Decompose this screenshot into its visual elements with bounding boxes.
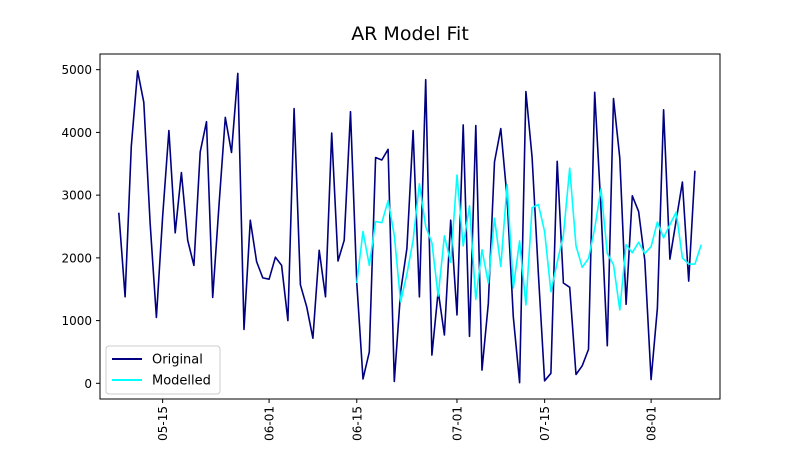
x-tick-label: 07-15 <box>538 406 552 441</box>
legend: Original Modelled <box>105 345 221 395</box>
x-tick-label: 08-01 <box>645 406 659 441</box>
x-tick-label: 06-01 <box>263 406 277 441</box>
series-layer <box>118 70 702 384</box>
series-line-modelled <box>356 167 702 311</box>
x-tick-label: 07-01 <box>450 406 464 441</box>
y-tick-label: 3000 <box>61 189 92 203</box>
x-tick-label: 05-15 <box>156 406 170 441</box>
y-tick-label: 5000 <box>61 63 92 77</box>
chart-title: AR Model Fit <box>351 23 469 45</box>
x-tick-label: 06-15 <box>350 406 364 441</box>
y-tick-label: 2000 <box>61 251 92 265</box>
series-line-original <box>118 70 696 384</box>
plot-area-frame <box>99 53 721 400</box>
y-tick-label: 1000 <box>61 314 92 328</box>
y-tick-label: 0 <box>84 377 92 391</box>
legend-label-modelled: Modelled <box>152 374 211 389</box>
y-axis: 0 1000 2000 3000 4000 5000 <box>61 63 100 391</box>
x-axis: 05-15 06-01 06-15 07-01 07-15 08-01 <box>156 399 659 441</box>
y-tick-label: 4000 <box>61 126 92 140</box>
legend-label-original: Original <box>152 353 203 368</box>
